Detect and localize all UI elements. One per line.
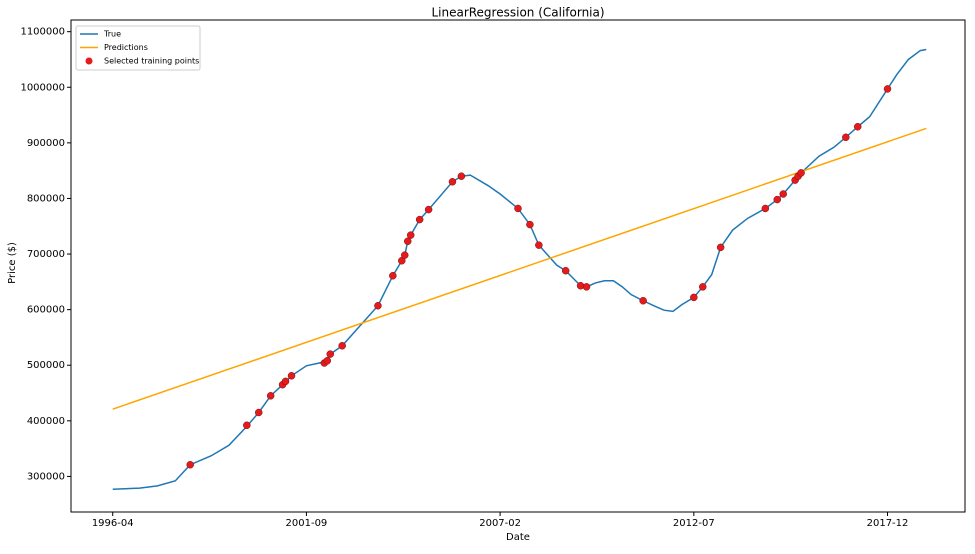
scatter-point: [186, 460, 194, 469]
scatter-point: [448, 178, 457, 186]
y-tick-label: 800000: [27, 193, 65, 204]
scatter-point: [254, 408, 263, 417]
y-tick-label: 600000: [27, 305, 65, 316]
y-tick-label: 500000: [27, 360, 65, 371]
scatter-point: [374, 301, 382, 310]
scatter-point: [457, 172, 466, 180]
legend-box: [75, 25, 201, 71]
scatter-point: [582, 283, 591, 291]
plot-frame: [70, 19, 966, 513]
x-tick-label: 2001-09: [286, 518, 328, 529]
legend-label: True: [103, 30, 121, 39]
y-tick-label: 1000000: [20, 82, 65, 93]
scatter-point: [716, 243, 725, 252]
y-tick-label: 1100000: [20, 27, 65, 38]
scatter-point: [266, 392, 275, 400]
scatter-point: [326, 350, 335, 358]
x-tick-label: 2012-07: [673, 518, 715, 529]
scatter-point: [415, 215, 424, 224]
line-series: [112, 127, 927, 410]
scatter-point: [389, 271, 397, 280]
scatter-point: [514, 204, 522, 213]
scatter-point: [561, 266, 570, 275]
scatter-point: [797, 169, 805, 177]
x-tick-label: 2017-12: [867, 518, 909, 529]
scatter-point: [883, 85, 892, 93]
scatter-point: [287, 372, 296, 380]
scatter-point: [424, 205, 433, 214]
y-tick-label: 700000: [27, 249, 65, 260]
x-tick-label: 2007-02: [479, 518, 521, 529]
scatter-point: [406, 231, 415, 239]
scatter-point: [401, 251, 409, 259]
scatter-point: [773, 195, 782, 204]
legend-label: Predictions: [104, 43, 148, 52]
scatter-point: [853, 122, 862, 131]
scatter-point: [535, 241, 543, 249]
legend-label: Selected training points: [104, 57, 199, 66]
chart-title: LinearRegression (California): [431, 6, 604, 20]
scatter-point: [690, 293, 698, 302]
legend-marker: [85, 57, 93, 65]
scatter-point: [281, 377, 290, 386]
y-tick-label: 300000: [27, 471, 65, 482]
scatter-point: [699, 283, 707, 291]
scatter-point: [403, 237, 412, 246]
scatter-point: [779, 190, 787, 198]
y-tick-label: 400000: [27, 416, 65, 427]
scatter-point: [323, 357, 332, 365]
scatter-point: [526, 220, 534, 229]
scatter-point: [639, 296, 647, 305]
x-axis-label: Date: [506, 532, 530, 543]
x-tick-label: 1996-04: [92, 518, 134, 529]
scatter-point: [243, 421, 251, 430]
y-axis-label: Price ($): [7, 242, 18, 284]
y-tick-label: 900000: [27, 138, 65, 149]
scatter-point: [761, 204, 770, 213]
scatter-point: [338, 342, 346, 350]
scatter-point: [842, 133, 850, 142]
